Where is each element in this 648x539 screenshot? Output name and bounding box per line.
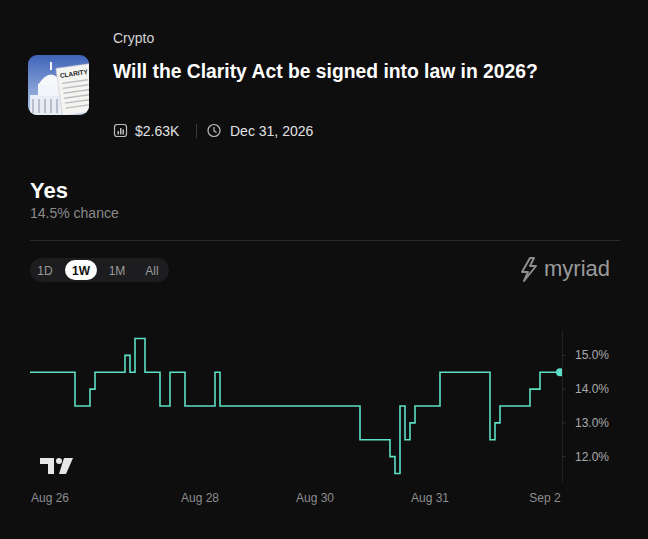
clock-icon xyxy=(208,125,220,137)
y-tick-label: 15.0% xyxy=(575,348,609,362)
capitol-column xyxy=(56,99,58,113)
brand-logo xyxy=(522,258,536,281)
tab-bar xyxy=(30,258,169,282)
plot xyxy=(30,338,562,473)
icon-frame xyxy=(115,125,127,137)
icon-bar xyxy=(118,131,120,135)
paper: CLARITY xyxy=(56,64,89,115)
clock-hands xyxy=(214,127,217,132)
volume-icon xyxy=(115,125,127,137)
x-tick-label: Aug 28 xyxy=(181,491,219,505)
icon-text: CLARITY xyxy=(59,68,89,79)
y-tick xyxy=(562,456,566,457)
paper-line xyxy=(65,99,89,104)
capitol-column xyxy=(32,99,34,113)
price-line xyxy=(30,338,560,473)
x-tick-label: Aug 31 xyxy=(411,491,449,505)
background xyxy=(0,0,648,539)
tab[interactable]: 1D xyxy=(37,264,53,278)
paper-line xyxy=(63,89,89,94)
volume: $2.63K xyxy=(135,123,180,139)
brand-mark xyxy=(522,258,536,281)
end-date: Dec 31, 2026 xyxy=(230,123,313,139)
capitol-column xyxy=(38,99,40,113)
capitol-column xyxy=(50,99,52,113)
last-point xyxy=(556,368,562,376)
market-icon: CLARITY xyxy=(28,55,89,115)
icon-bar xyxy=(123,130,125,135)
y-tick xyxy=(562,422,566,423)
capitol-spire xyxy=(50,62,52,70)
tab-selected[interactable] xyxy=(65,260,97,280)
x-tick-label: Aug 30 xyxy=(296,491,334,505)
icon-bar xyxy=(120,128,122,135)
y-tick xyxy=(562,389,566,390)
y-tick xyxy=(562,355,566,356)
title-line: Will the Clarity Act be signed into law … xyxy=(113,61,538,82)
tab[interactable]: All xyxy=(145,264,158,278)
separator xyxy=(196,124,197,138)
paper-sheet xyxy=(56,64,89,115)
paper-line xyxy=(64,94,89,99)
divider xyxy=(30,240,620,241)
paper-line xyxy=(65,104,89,109)
tv-part xyxy=(40,458,54,474)
title: Will the Clarity Act be signed into law … xyxy=(113,61,538,82)
y-tick-label: 12.0% xyxy=(575,450,609,464)
paper-line xyxy=(62,79,88,84)
clock-face xyxy=(208,125,220,137)
outcome: Yes xyxy=(30,178,68,203)
brand: myriad xyxy=(544,256,610,281)
paper-line xyxy=(63,84,89,89)
capitol-column xyxy=(44,99,46,113)
tab[interactable]: 1M xyxy=(109,264,126,278)
tradingview-logo xyxy=(40,458,73,474)
tv-part xyxy=(59,458,73,474)
category: Crypto xyxy=(113,30,154,46)
x-tick-label: Sep 2 xyxy=(529,491,561,505)
y-tick-label: 13.0% xyxy=(575,416,609,430)
tv-part xyxy=(56,458,62,464)
y-tick-label: 14.0% xyxy=(575,382,609,396)
x-tick-label: Aug 26 xyxy=(31,491,69,505)
y-axis-line xyxy=(562,330,563,482)
chance: 14.5% chance xyxy=(30,205,119,221)
tab[interactable]: 1W xyxy=(72,264,91,278)
